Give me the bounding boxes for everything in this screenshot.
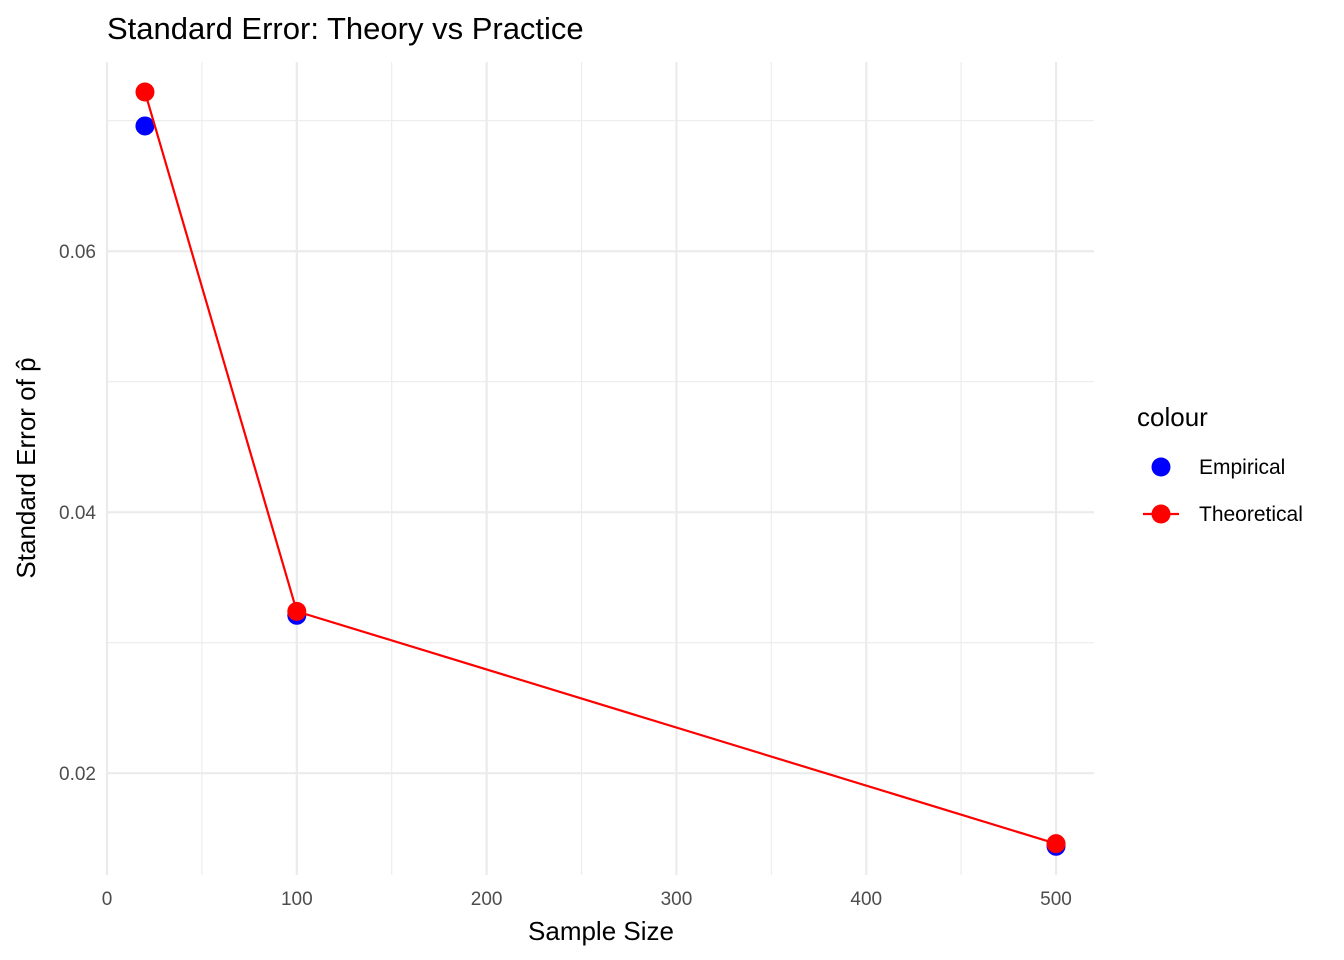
data-point — [135, 116, 155, 136]
data-point — [287, 601, 307, 621]
data-point — [1046, 834, 1066, 854]
legend-item: Theoretical — [1143, 503, 1303, 526]
legend-label: Empirical — [1199, 456, 1285, 479]
y-tick-label: 0.06 — [59, 242, 96, 263]
x-tick-label: 400 — [850, 889, 882, 910]
plot-series — [135, 82, 1066, 856]
legend-item: Empirical — [1151, 456, 1285, 479]
x-tick-label: 0 — [102, 889, 113, 910]
legend-title: colour — [1137, 402, 1208, 432]
legend-label: Theoretical — [1199, 503, 1303, 526]
legend-items: Empirical Theoretical — [1143, 456, 1303, 526]
legend-key-point — [1151, 457, 1171, 477]
y-tick-label: 0.02 — [59, 764, 96, 785]
x-tick-label: 300 — [661, 889, 693, 910]
x-tick-label: 200 — [471, 889, 503, 910]
y-axis-title: Standard Error of p̂ — [11, 357, 41, 578]
plot-grid — [105, 62, 1094, 875]
y-axis-ticks: 0.02 0.04 0.06 — [59, 242, 96, 785]
x-tick-label: 500 — [1040, 889, 1072, 910]
series-line — [143, 91, 1057, 845]
legend: colour Empirical Theoretical — [1137, 402, 1303, 526]
x-axis-title: Sample Size — [528, 916, 674, 946]
series-empirical — [135, 116, 1066, 856]
x-axis-ticks: 0 100 200 300 400 500 — [102, 889, 1072, 910]
data-point — [135, 82, 155, 102]
legend-key-point — [1151, 504, 1171, 524]
series-theoretical — [135, 82, 1066, 854]
x-tick-label: 100 — [281, 889, 313, 910]
y-tick-label: 0.04 — [59, 503, 96, 524]
chart-title: Standard Error: Theory vs Practice — [107, 11, 584, 46]
